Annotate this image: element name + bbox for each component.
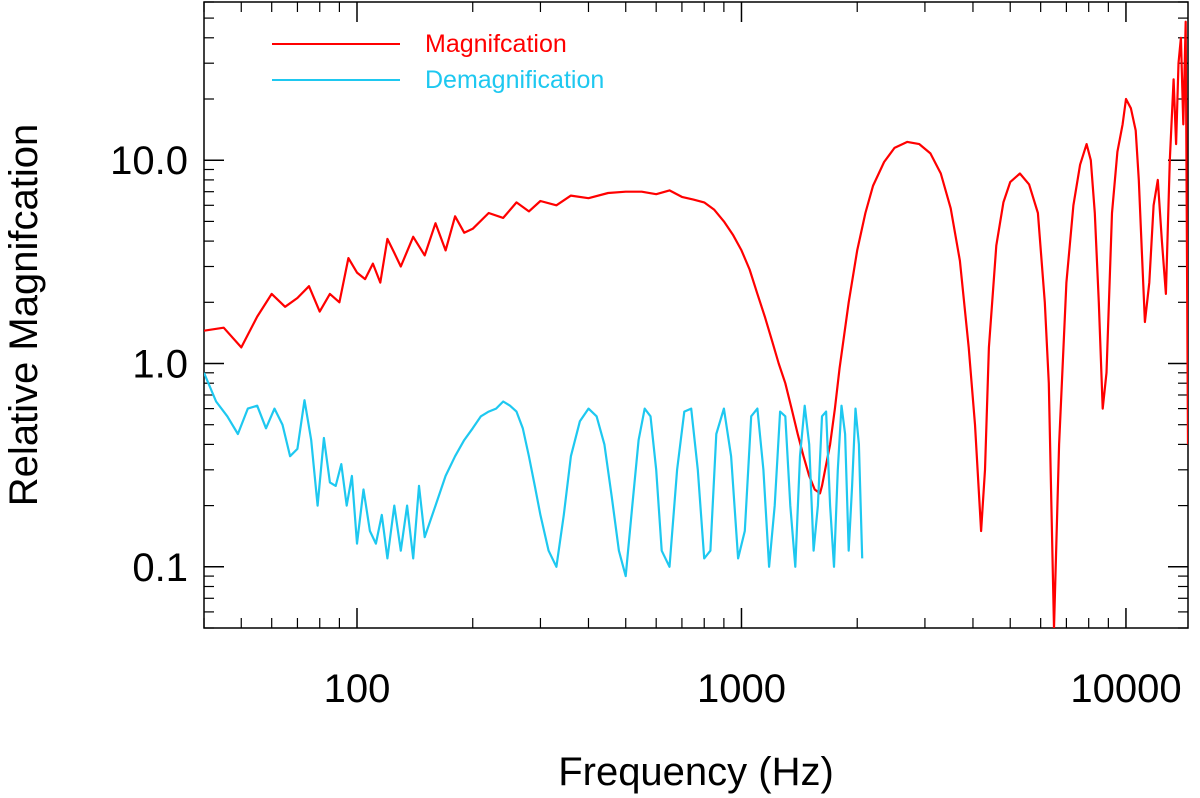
y-tick-labels: 0.1 1.0 10.0 <box>110 139 188 590</box>
x-tick-label: 1000 <box>697 667 786 711</box>
series-layer <box>204 20 1188 628</box>
legend-label-magnification: Magnifcation <box>425 30 567 58</box>
y-tick-label: 0.1 <box>132 546 188 590</box>
x-tick-label: 100 <box>324 667 391 711</box>
major-ticks <box>204 2 1188 628</box>
y-tick-label: 10.0 <box>110 139 188 183</box>
legend: Magnifcation Demagnification <box>272 30 604 94</box>
x-axis-title: Frequency (Hz) <box>558 750 834 794</box>
series-line-magnifcation <box>204 20 1188 628</box>
plot-frame <box>203 1 1189 629</box>
x-tick-label: 10000 <box>1070 667 1181 711</box>
y-axis-title: Relative Magnifcation <box>2 124 46 506</box>
y-tick-label: 1.0 <box>132 342 188 386</box>
x-tick-labels: 100 1000 10000 <box>324 667 1182 711</box>
minor-ticks <box>203 1 1188 629</box>
series-line-demagnification <box>204 372 864 578</box>
legend-label-demagnification: Demagnification <box>425 66 604 94</box>
